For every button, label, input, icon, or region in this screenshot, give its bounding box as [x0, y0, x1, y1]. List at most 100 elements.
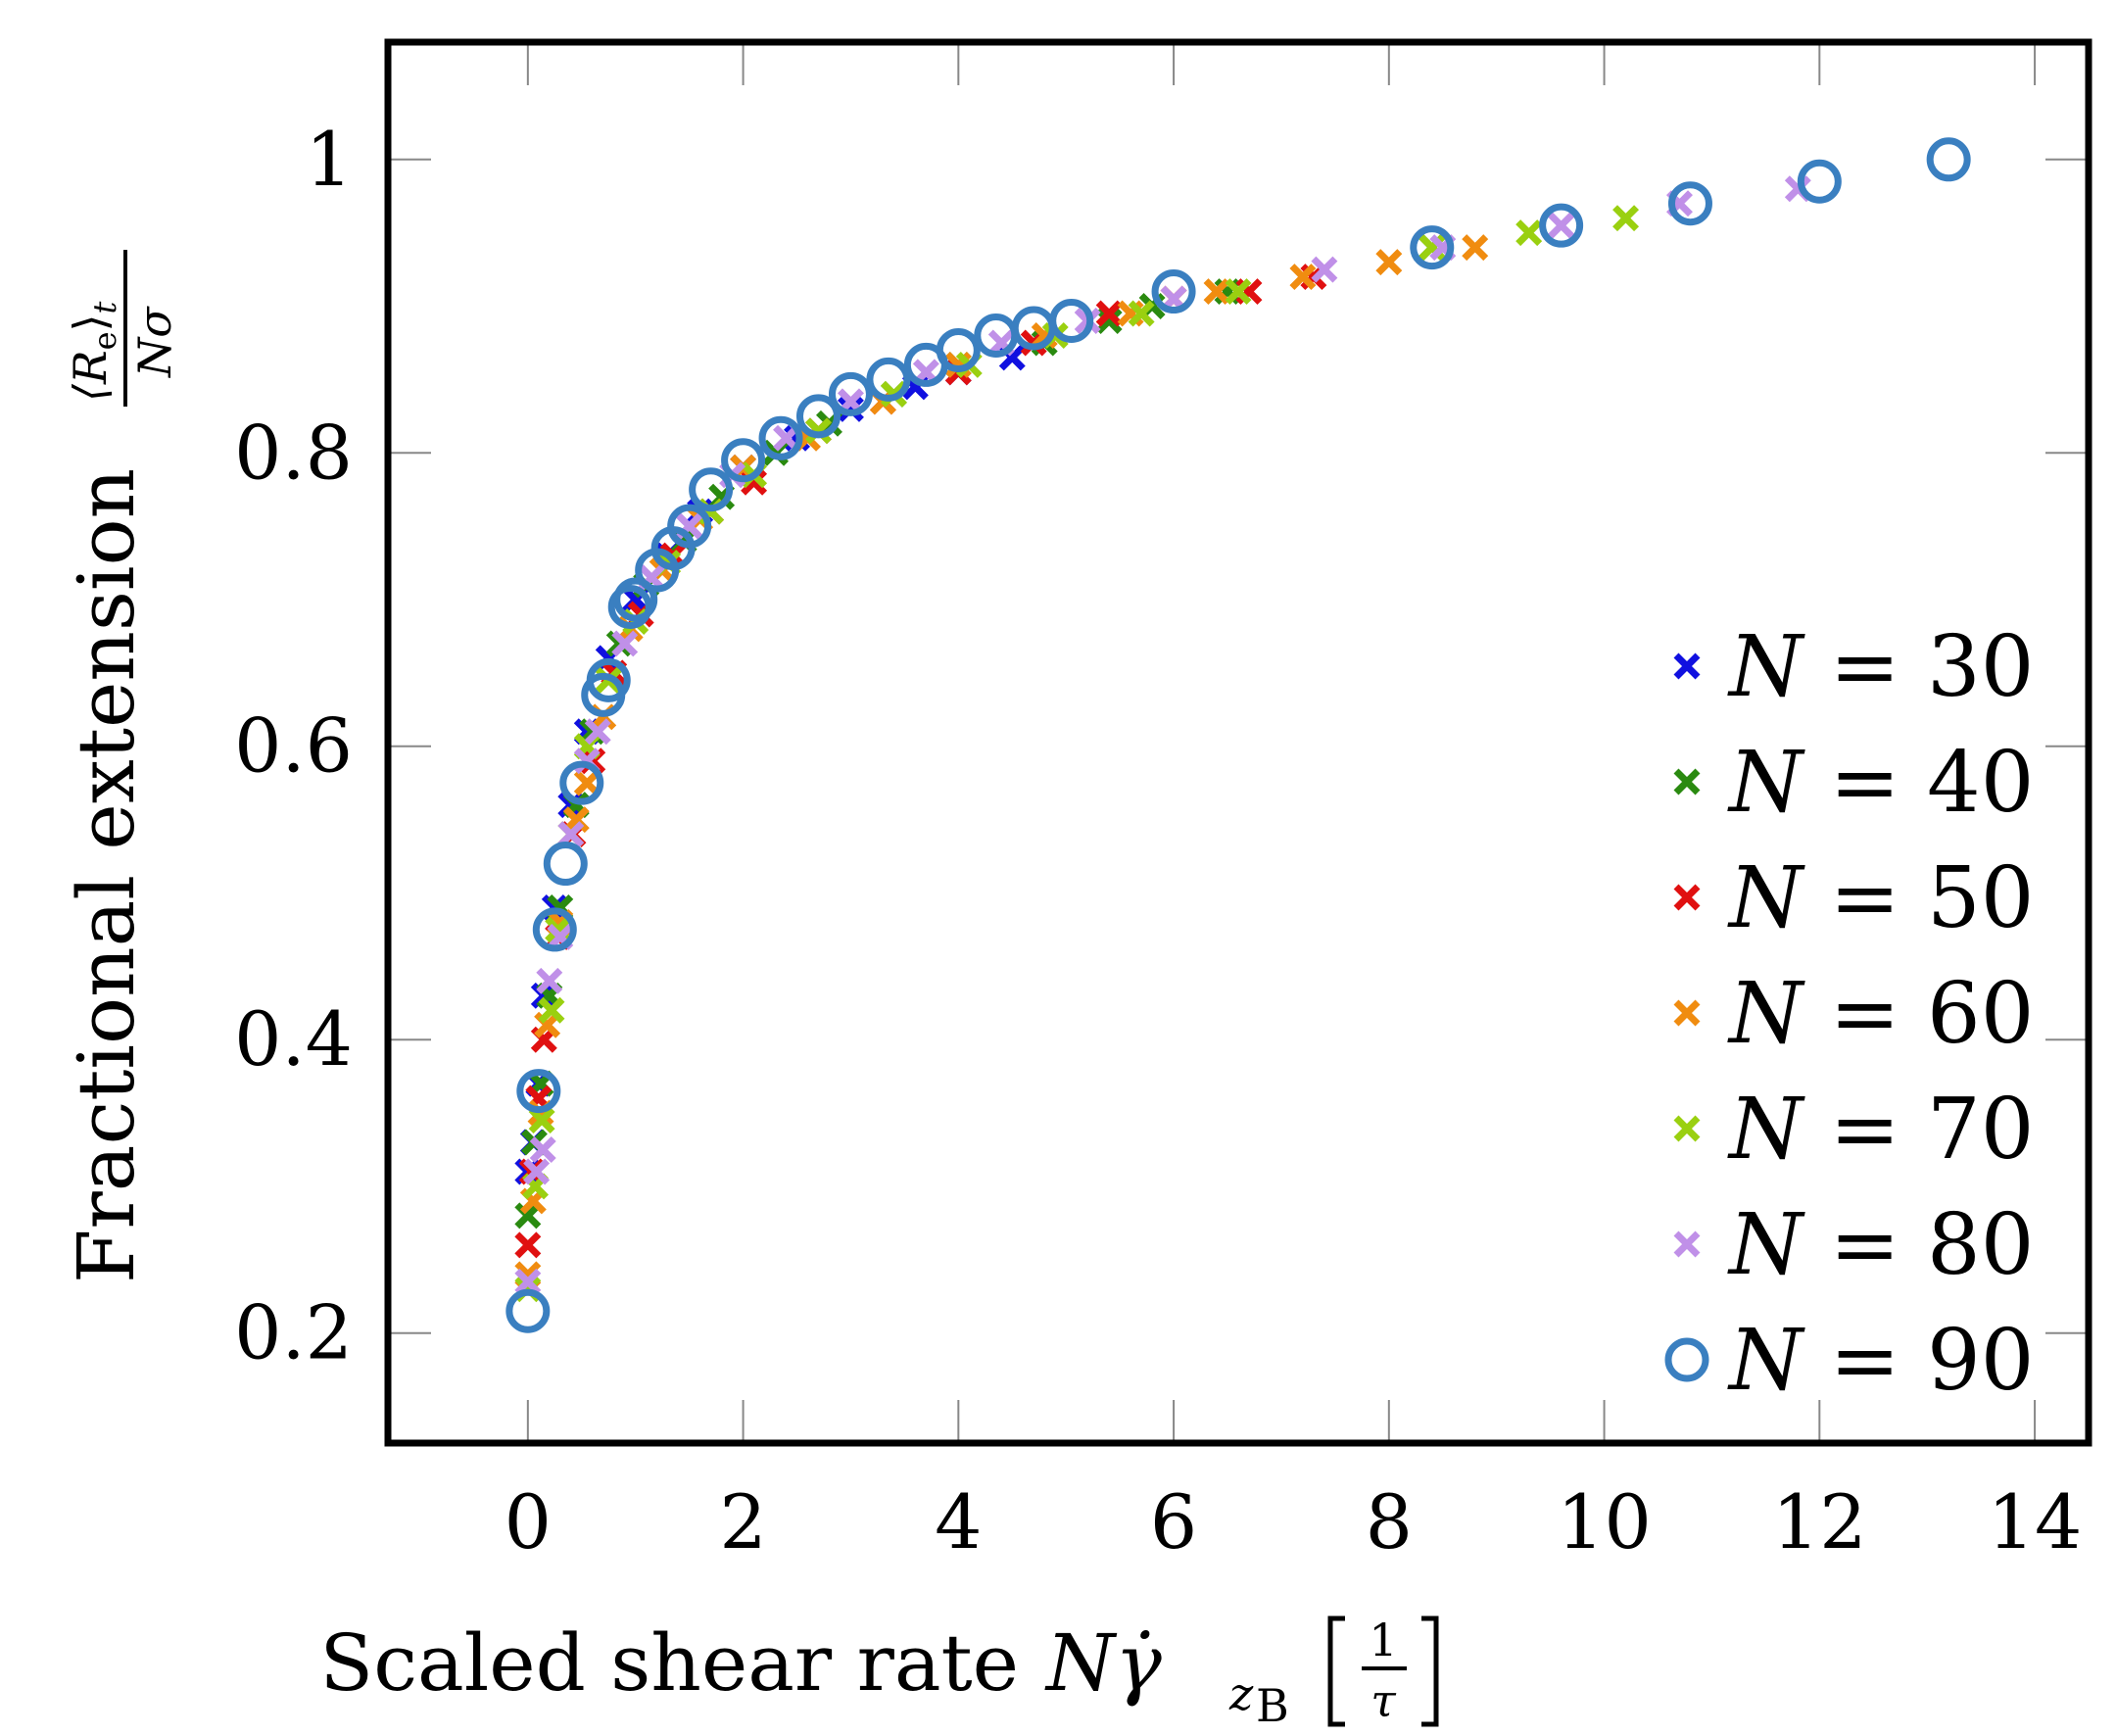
legend-label: N = 80 — [1727, 1196, 2034, 1294]
data-point — [1410, 225, 1455, 270]
x-axis-label-left-bracket — [1327, 1615, 1345, 1727]
y-tick-label: 0.8 — [234, 409, 353, 496]
data-point — [545, 916, 572, 943]
y-tick-label: 1 — [306, 116, 353, 203]
legend-label: N = 60 — [1727, 965, 2034, 1063]
data-point — [1289, 264, 1317, 291]
data-point — [1539, 203, 1584, 248]
y-axis-label-frac-den: Nσ — [128, 306, 181, 378]
data-point — [528, 1107, 555, 1134]
data-point — [773, 424, 800, 452]
x-axis-label-frac-den: τ — [1371, 1674, 1397, 1727]
data-point — [1797, 159, 1842, 204]
data-point — [523, 1158, 551, 1185]
data-point — [1225, 278, 1252, 306]
data-point — [1375, 249, 1403, 276]
data-point — [758, 415, 803, 460]
x-tick-label: 8 — [1366, 1478, 1413, 1566]
data-point — [1462, 234, 1489, 262]
plot-frame — [384, 38, 2092, 1447]
x-tick-label: 4 — [935, 1478, 982, 1566]
legend-marker — [1673, 1115, 1701, 1142]
data-point — [514, 1202, 542, 1230]
series-n-50 — [514, 264, 1327, 1259]
legend-marker — [1664, 1337, 1709, 1382]
data-point — [1203, 278, 1230, 306]
legend-entry: N = 90 — [1664, 1312, 2034, 1410]
data-point — [1095, 300, 1123, 327]
x-axis-label-sub: z — [1228, 1667, 1254, 1720]
data-point — [584, 718, 611, 746]
x-axis-label-right-bracket — [1421, 1615, 1439, 1727]
legend-marker — [1673, 652, 1701, 680]
legend-entry: N = 30 — [1673, 618, 2034, 716]
x-axis-label-frac-num: 1 — [1369, 1614, 1397, 1666]
data-point — [1128, 300, 1155, 327]
series-n-80 — [514, 175, 1811, 1295]
data-point — [514, 1231, 542, 1259]
x-tick-label: 0 — [505, 1478, 552, 1566]
data-point — [538, 996, 565, 1024]
y-tick-label: 0.6 — [234, 702, 353, 790]
legend-label: N = 50 — [1727, 849, 2034, 947]
legend-marker — [1673, 1230, 1701, 1258]
legend-entry: N = 50 — [1673, 849, 2034, 947]
series-n-70 — [514, 205, 1640, 1303]
legend-entry: N = 60 — [1673, 965, 2034, 1063]
series-n-90 — [505, 137, 1971, 1333]
data-point — [828, 371, 873, 416]
x-axis-label-subsub: B — [1256, 1679, 1289, 1732]
data-point — [795, 394, 841, 439]
y-axis-label-frac-num: ⟨Re⟩t — [64, 302, 123, 402]
data-point — [936, 327, 981, 372]
legend-label: N = 70 — [1727, 1081, 2034, 1179]
x-tick-label: 2 — [719, 1478, 766, 1566]
y-tick-label: 0.4 — [234, 995, 353, 1083]
data-point — [505, 1288, 551, 1333]
data-point — [805, 417, 832, 445]
data-point — [1095, 308, 1123, 334]
data-point — [543, 842, 588, 887]
data-point — [529, 1136, 556, 1163]
legend: N = 30 N = 40 N = 50 N = 60 N = 70 N = 80 N = … — [1664, 618, 2034, 1410]
series-n-40 — [514, 234, 1446, 1230]
data-point — [1049, 299, 1094, 344]
data-point — [573, 769, 601, 796]
y-axis-label: Fractional extension ⟨Re⟩t Nσ — [61, 250, 181, 1283]
data-point — [1515, 219, 1543, 247]
data-point — [536, 967, 563, 994]
x-tick-label: 14 — [1988, 1478, 2083, 1566]
data-point — [562, 806, 590, 834]
x-axis-label-math: Nγ̇ — [1044, 1617, 1162, 1709]
data-points — [505, 137, 1971, 1333]
data-point — [1926, 137, 1971, 182]
legend-marker — [1673, 884, 1701, 911]
data-point — [1151, 269, 1196, 314]
data-point — [559, 760, 604, 805]
legend-entry: N = 40 — [1673, 734, 2034, 832]
x-tick-label: 12 — [1772, 1478, 1867, 1566]
legend-marker — [1673, 768, 1701, 796]
y-axis-label-text: Fractional extension — [61, 468, 152, 1283]
data-point — [557, 821, 585, 848]
series-n-60 — [514, 234, 1489, 1288]
tick-marks — [388, 42, 2089, 1443]
x-tick-label: 6 — [1150, 1478, 1197, 1566]
legend-marker — [1673, 999, 1701, 1027]
legend-label: N = 90 — [1727, 1312, 2034, 1410]
y-tick-label: 0.2 — [234, 1289, 353, 1376]
data-point — [611, 630, 639, 657]
data-point — [1311, 256, 1338, 283]
x-axis-label-text: Scaled shear rate — [319, 1617, 1019, 1709]
legend-entry: N = 70 — [1673, 1081, 2034, 1179]
data-point — [667, 504, 712, 549]
data-point — [866, 357, 911, 402]
data-point — [516, 1069, 561, 1114]
data-point — [586, 657, 631, 702]
data-point — [530, 982, 557, 1009]
legend-label: N = 30 — [1727, 618, 2034, 716]
data-point — [721, 438, 766, 483]
legend-entry: N = 80 — [1673, 1196, 2034, 1294]
data-point — [613, 577, 658, 622]
